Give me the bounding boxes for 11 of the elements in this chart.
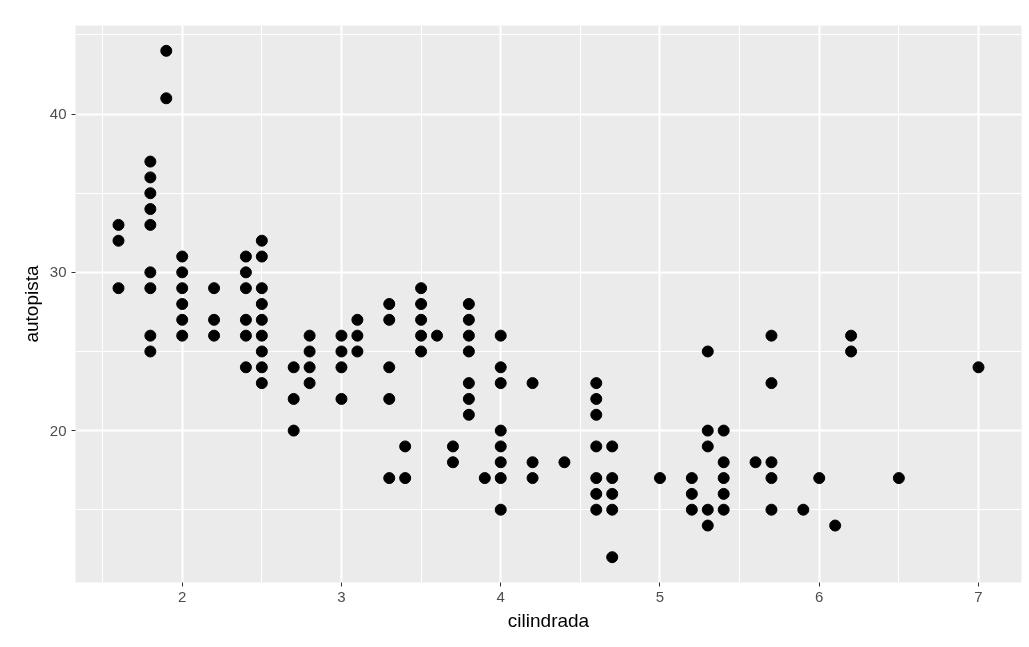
y-tick-label: 30 (49, 263, 67, 281)
x-tick-label: 3 (337, 587, 346, 605)
y-tick-label: 40 (49, 105, 67, 123)
x-tick-label: 6 (815, 587, 824, 605)
x-axis-title: cilindrada (507, 609, 590, 631)
x-tick-label: 4 (496, 587, 505, 605)
y-tick-label: 20 (49, 421, 67, 439)
x-tick-label: 7 (974, 587, 983, 605)
y-axis-title: autopista (20, 265, 42, 343)
x-tick-label: 2 (178, 587, 187, 605)
x-tick-label: 5 (655, 587, 665, 605)
